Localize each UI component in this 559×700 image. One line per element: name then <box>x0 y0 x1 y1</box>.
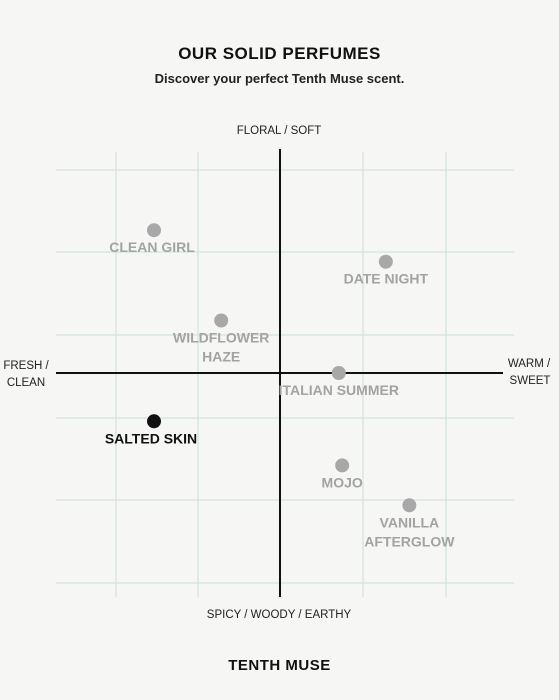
label-clean-girl[interactable]: CLEAN GIRL <box>109 239 195 255</box>
axis-label-right-line2: SWEET <box>510 375 551 387</box>
point-italian-summer[interactable] <box>331 366 346 380</box>
page-title: OUR SOLID PERFUMES <box>178 44 381 63</box>
brand-logo-text: TENTH MUSE <box>228 657 331 674</box>
point-mojo[interactable] <box>335 458 350 473</box>
point-wildflower-haze[interactable] <box>214 313 229 328</box>
label-salted-skin[interactable]: SALTED SKIN <box>105 430 197 446</box>
label-vanilla-afterglow-line: VANILLA <box>380 514 440 530</box>
page-subtitle: Discover your perfect Tenth Muse scent. <box>154 71 405 86</box>
point-clean-girl[interactable] <box>147 223 161 238</box>
label-wildflower-haze-line: HAZE <box>202 349 240 365</box>
axis-label-right-line1: WARM / <box>508 358 551 370</box>
label-italian-summer[interactable]: ITALIAN SUMMER <box>279 382 399 398</box>
label-clean-girl-line: CLEAN GIRL <box>109 239 195 255</box>
axis-label-left-line2: CLEAN <box>7 377 45 389</box>
point-date-night[interactable] <box>378 254 393 269</box>
axis-label-top: FLORAL / SOFT <box>237 125 322 137</box>
point-vanilla-afterglow[interactable] <box>402 498 417 513</box>
point-salted-skin[interactable] <box>147 414 161 429</box>
axis-label-left-line1: FRESH / <box>3 360 49 372</box>
label-mojo-line: MOJO <box>322 474 363 490</box>
label-salted-skin-line: SALTED SKIN <box>105 430 197 446</box>
label-date-night[interactable]: DATE NIGHT <box>344 271 429 287</box>
label-italian-summer-line: ITALIAN SUMMER <box>279 382 399 398</box>
label-mojo[interactable]: MOJO <box>322 474 363 490</box>
grid <box>56 152 514 597</box>
axis-label-bottom: SPICY / WOODY / EARTHY <box>207 609 352 621</box>
label-wildflower-haze-line: WILDFLOWER <box>173 330 269 346</box>
label-wildflower-haze[interactable]: WILDFLOWER HAZE <box>173 330 269 365</box>
label-vanilla-afterglow[interactable]: VANILLA AFTERGLOW <box>364 514 455 549</box>
label-date-night-line: DATE NIGHT <box>344 271 429 287</box>
scent-points: CLEAN GIRL DATE NIGHT WILDFLOWER HAZE ITALIA… <box>105 223 455 549</box>
label-vanilla-afterglow-line: AFTERGLOW <box>364 533 455 549</box>
